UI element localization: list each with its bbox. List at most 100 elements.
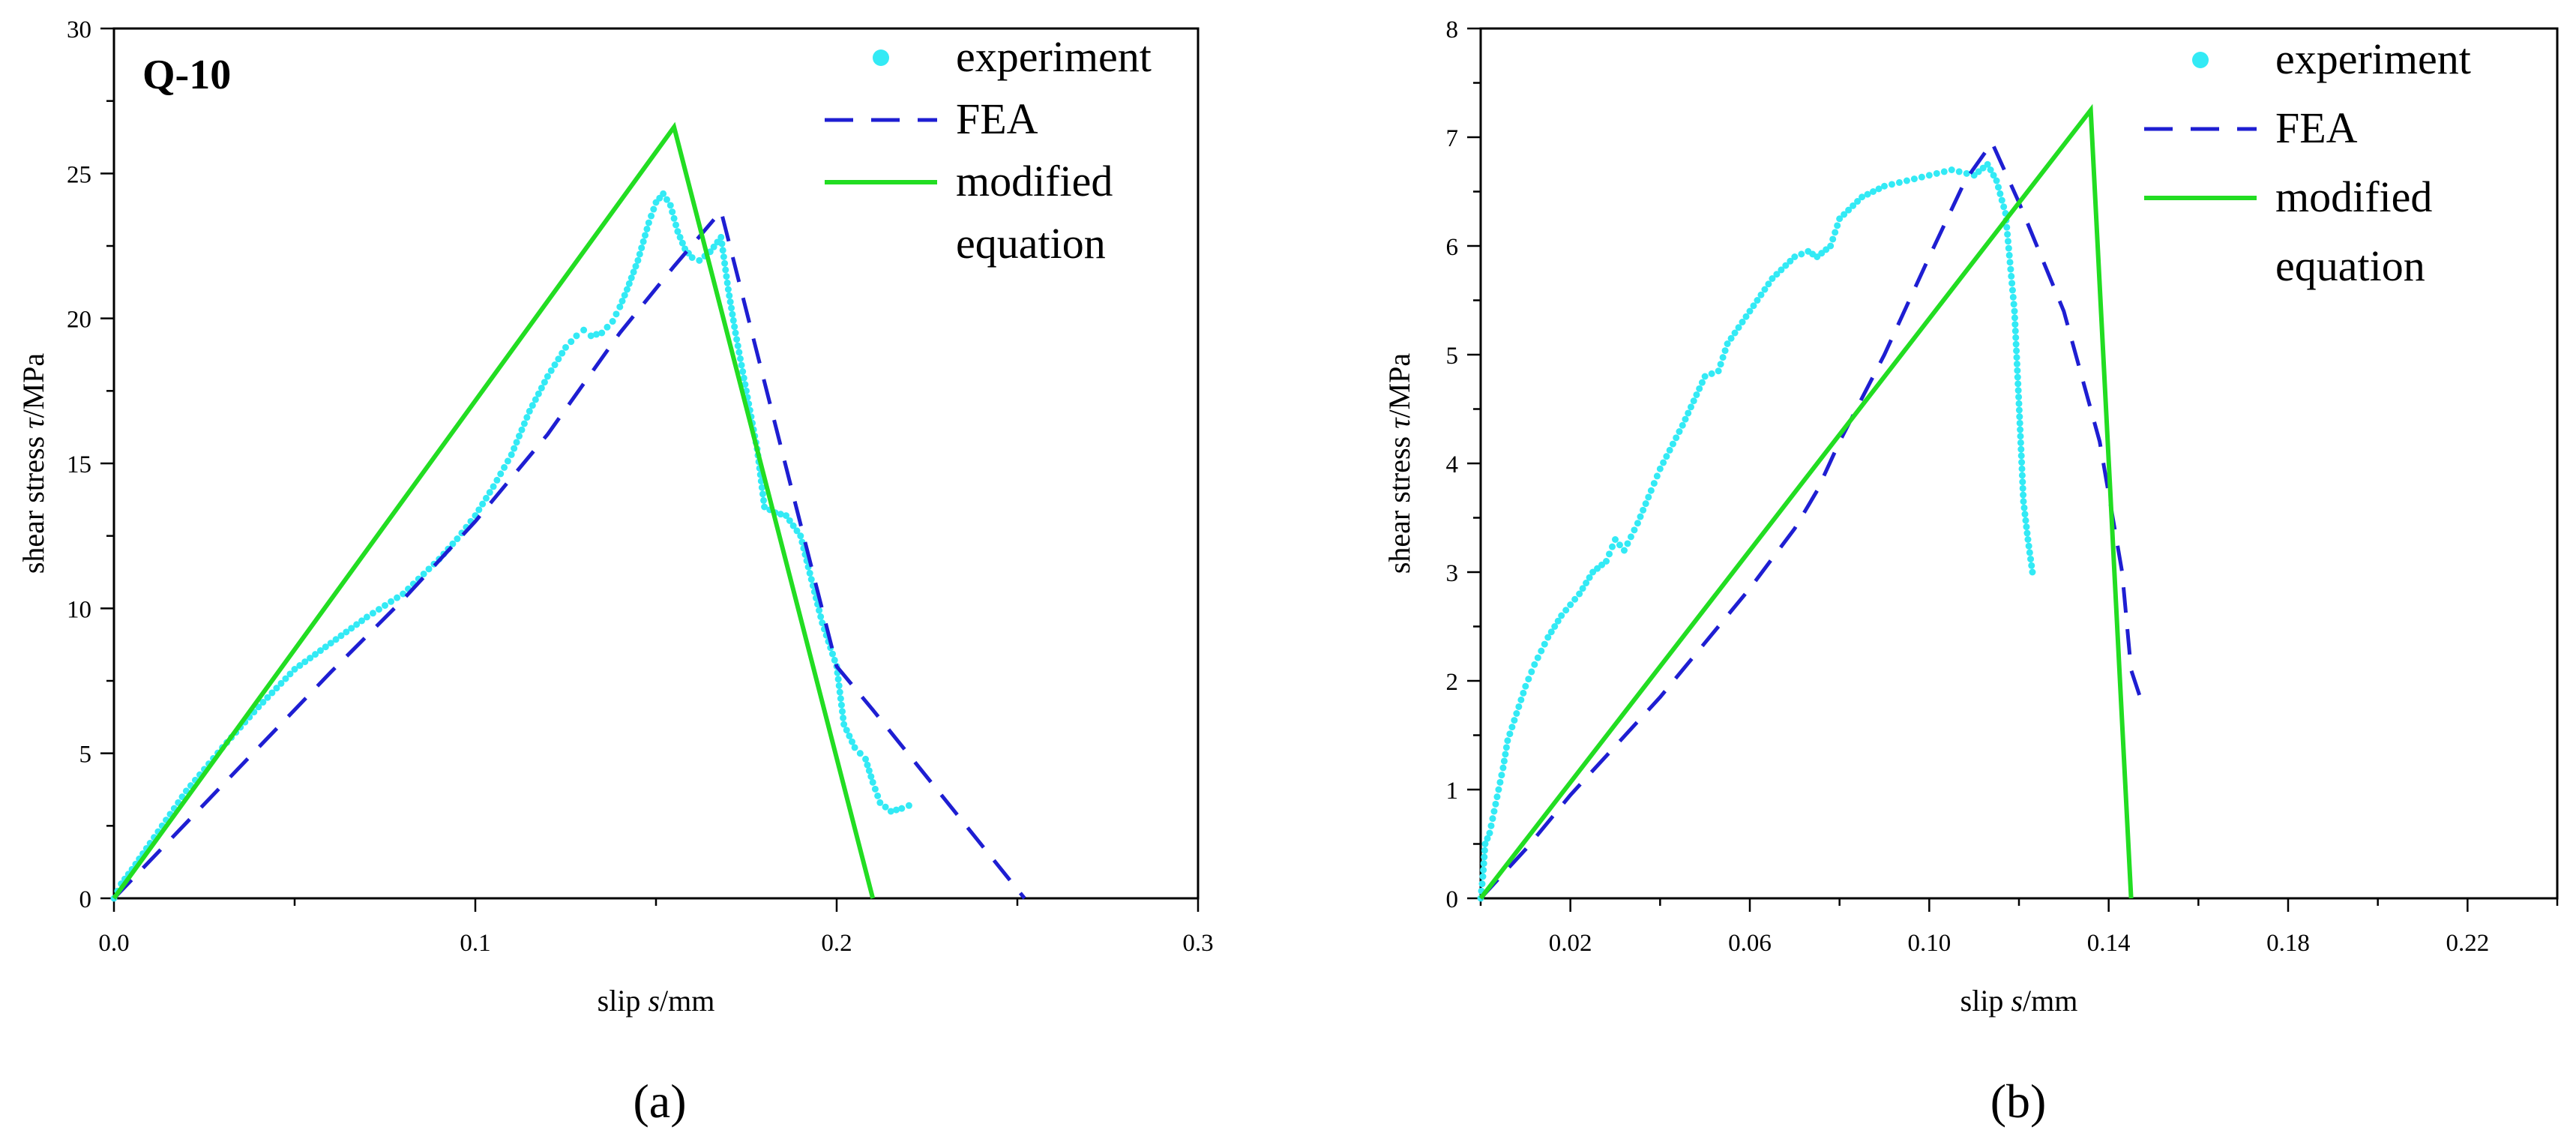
chartb-experiment-point [1690,397,1697,405]
chartb-experiment-point [1979,164,1987,172]
charta-experiment-point [759,490,766,498]
charta-experiment-point [726,292,733,299]
charta-experiment-point [777,511,784,518]
charta-experiment-point [375,606,382,613]
chartb-experiment-point [1918,173,1925,181]
charta-experiment-point [739,368,747,376]
chartb-experiment-point [1834,222,1841,229]
chartb-experiment-point [1754,297,1761,304]
chartb-experiment-point [2018,472,2026,479]
chartb-experiment-point [2004,230,2011,238]
charta-experiment-point [547,367,555,374]
chartb-experiment-point [1484,835,1491,842]
charta-experiment-point [592,331,600,338]
charta-experiment-point [291,666,298,673]
charta-y-tick-label: 10 [67,596,91,623]
charta-experiment-point [740,374,747,382]
charta-y-tick-label: 0 [79,886,92,913]
charta-experiment-point [475,506,483,514]
charta-experiment-point [322,643,329,651]
chartb-experiment-point [1669,440,1676,448]
chartb-experiment-point [1544,634,1552,641]
chartb-experiment-point [1571,595,1579,603]
chartb-legend-experiment: experiment [2192,34,2471,83]
chartb-experiment-point [2024,536,2032,543]
chartb-experiment-point [1481,853,1488,861]
chartb-experiment-point [1502,751,1509,758]
charta-experiment-point [353,621,361,628]
chartb-experiment-point [2015,406,2023,414]
chartb-experiment-point [1508,724,1516,731]
chartb-experiment-point [2017,433,2024,440]
chartb-experiment-point [1567,601,1574,608]
charta-experiment-point [508,451,515,458]
chartb-experiment-point [1515,703,1523,710]
chartb-experiment-point [1492,800,1499,808]
charta-experiment-point [724,286,732,293]
chartb-experiment-point [1640,506,1647,514]
chartb-experiment-point [1746,307,1754,315]
charta-experiment-point [893,806,900,814]
charta-experiment-point [616,303,624,310]
chartb-legend-label: equation [2275,241,2425,290]
charta-experiment-point [636,250,643,258]
chartb-experiment-point [1624,540,1631,547]
charta-experiment-point [876,799,884,806]
charta-experiment-point [532,396,539,403]
chartb-experiment-point [1841,211,1848,218]
charta-experiment-point [722,266,729,274]
charta-experiment-point [486,489,493,496]
chartb-experiment-point [1963,169,1970,177]
charta-experiment-point [786,517,793,524]
chart-panel-b: 0.02 0.06 0.10 0.14 0.18 0.22 0 1 2 3 4 5 6 7 8 slip s/… [1382,16,2559,1018]
charta-experiment-point [835,682,843,689]
chartb-experiment-point [1612,536,1619,543]
chartb-experiment-point [1727,334,1735,342]
charta-experiment-point [663,196,670,203]
charta-experiment-point [789,522,797,529]
chartb-experiment-point [2027,556,2035,563]
chartb-experiment-point [1653,472,1661,480]
chartb-experiment-point [1499,764,1507,772]
chartb-experiment-point [1631,526,1638,534]
chartb-experiment-point [2011,321,2019,328]
chartb-experiment-point [1845,206,1853,214]
charta-experiment-point [837,695,844,703]
chartb-legend-fea: FEA [2144,103,2358,152]
chartb-experiment-point [1717,361,1724,368]
chartb-experiment-point [2018,459,2026,466]
charta-experiment-point [721,259,729,267]
charta-experiment-point [529,402,536,409]
chartb-experiment-point [1586,574,1593,581]
chartb-experiment-point [2020,504,2028,511]
charta-experiment-point [819,619,826,627]
chartb-experiment-point [1554,617,1562,625]
charta-experiment-point [425,565,433,573]
charta-experiment-point [834,676,842,683]
chartb-experiment-point [2017,452,2025,460]
chartb-experiment-point [1870,188,1877,195]
charta-experiment-point [723,273,730,280]
chartb-experiment-point [1827,242,1835,250]
charta-experiment-point [869,778,876,786]
chartb-y-axis-label: shear stress τ/MPa [1382,353,1416,574]
charta-series-fea [112,207,1026,900]
charta-experiment-point [559,349,566,357]
chartb-experiment-point [2011,307,2018,315]
chartb-experiment-point [1547,628,1555,636]
charta-series-experiment [110,190,912,902]
charta-experiment-point [710,243,717,250]
chartb-experiment-point [1480,860,1487,868]
chartb-experiment-point [2012,334,2020,341]
charta-experiment-point [887,808,894,815]
charta-experiment-point [696,256,703,264]
chartb-experiment-point [1506,730,1514,738]
charta-experiment-point [382,601,388,609]
chartb-experiment-point [1832,229,1839,236]
charta-experiment-point [793,527,801,535]
charta-experiment-point [672,221,680,229]
charta-title: Q-10 [142,52,231,98]
charta-experiment-point [843,727,850,734]
charta-experiment-point [758,484,765,491]
